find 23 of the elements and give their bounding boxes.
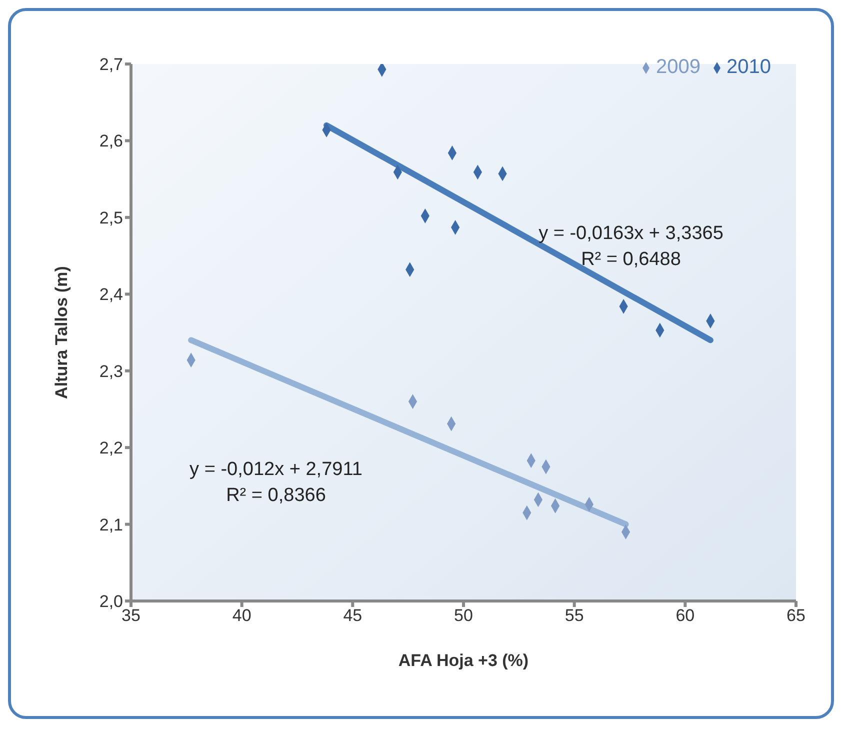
x-tick-label: 55	[564, 606, 584, 626]
annotation: R² = 0,6488	[581, 249, 681, 271]
y-tick-label: 2,4	[99, 285, 123, 304]
x-tick-label: 35	[122, 606, 140, 626]
x-tick-label: 60	[676, 606, 695, 626]
x-tick-label: 50	[454, 606, 473, 626]
y-tick-label: 2,7	[99, 55, 123, 74]
y-tick-label: 2,3	[99, 362, 123, 381]
y-tick-label: 2,2	[99, 438, 123, 458]
y-tick-label: 2,0	[99, 592, 123, 612]
x-tick-label: 40	[232, 606, 252, 626]
annotation: R² = 0,8366	[226, 485, 326, 507]
x-tick-label: 45	[343, 606, 362, 626]
x-tick-label: 65	[786, 606, 806, 626]
y-tick-label: 2,1	[99, 515, 123, 534]
annotation: y = -0,012x + 2,7911	[190, 459, 362, 481]
x-axis-title: AFA Hoja +3 (%)	[398, 651, 529, 670]
legend-label: 2010	[726, 56, 771, 78]
y-axis-title: Altura Tallos (m)	[52, 266, 72, 399]
legend-label: 2009	[656, 56, 700, 78]
y-tick-label: 2,5	[99, 208, 123, 228]
annotation: y = -0,0163x + 3,3365	[538, 223, 724, 245]
y-tick-label: 2,6	[99, 132, 123, 151]
